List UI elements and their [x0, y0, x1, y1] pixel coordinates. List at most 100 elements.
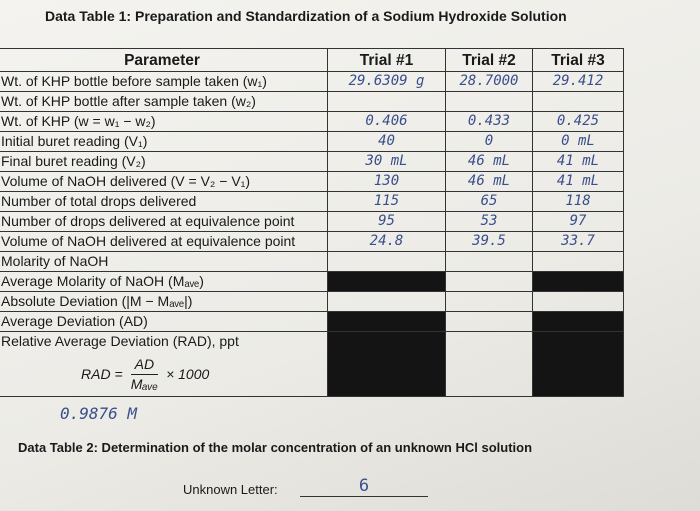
table-row: Number of drops delivered at equivalence…: [0, 211, 624, 232]
value-cell: [532, 91, 624, 112]
table-row: Initial buret reading (V₁) 40 0 0 mL: [0, 131, 624, 152]
table-row: Volume of NaOH delivered at equivalence …: [0, 231, 624, 252]
value-cell: [532, 251, 624, 272]
value-cell: 46 mL: [445, 151, 533, 172]
table-row: Average Molarity of NaOH (Mₐᵥₑ): [0, 271, 624, 292]
parameter-label: Number of total drops delivered: [1, 193, 197, 209]
parameter-label: Relative Average Deviation (RAD), ppt: [1, 333, 239, 349]
table-title: Data Table 2: Determination of the molar…: [18, 440, 533, 455]
parameter-cell: Wt. of KHP bottle after sample taken (w₂…: [0, 91, 328, 112]
value-cell: 41 mL: [532, 151, 624, 172]
value-cell: 0.425: [532, 111, 624, 132]
parameter-label: Absolute Deviation (|M − Mₐᵥₑ|): [1, 293, 193, 309]
shaded-cell: [532, 331, 624, 397]
value-cell: [327, 251, 446, 272]
value-cell: 95: [327, 211, 446, 232]
parameter-label: Initial buret reading (V₁): [1, 133, 148, 149]
table-row: Molarity of NaOH: [0, 251, 624, 272]
parameter-cell: Wt. of KHP bottle before sample taken (w…: [0, 71, 328, 92]
value-cell: [445, 251, 533, 272]
value-cell: 41 mL: [532, 171, 624, 192]
formula-denominator: Mₐᵥₑ: [130, 376, 158, 392]
value-cell: [327, 91, 446, 112]
data-table: Parameter Trial #1 Trial #2 Trial #3 Wt. of …: [0, 48, 624, 397]
header-row: Parameter Trial #1 Trial #2 Trial #3: [0, 48, 624, 72]
table-row: Volume of NaOH delivered (V = V₂ − V₁) 13…: [0, 171, 624, 192]
value-cell: [445, 291, 533, 312]
column-header: Parameter: [0, 48, 328, 72]
parameter-cell: Wt. of KHP (w = w₁ − w₂): [0, 111, 328, 132]
value-cell: [445, 91, 533, 112]
value-cell: 0.406: [327, 111, 446, 132]
parameter-label: Average Deviation (AD): [1, 313, 148, 329]
shaded-cell: [327, 331, 446, 397]
value-cell: [445, 311, 533, 332]
value-cell: 118: [532, 191, 624, 212]
field-label: Unknown Letter:: [183, 482, 278, 497]
value-cell: 0: [445, 131, 533, 152]
parameter-cell: Relative Average Deviation (RAD), ppt RAD…: [0, 331, 328, 397]
value-cell: 30 mL: [327, 151, 446, 172]
value-cell: 0 mL: [532, 131, 624, 152]
table-row: Wt. of KHP bottle after sample taken (w₂…: [0, 91, 624, 112]
table-row: Number of total drops delivered 115 65 118: [0, 191, 624, 212]
formula-lhs: RAD =: [81, 366, 123, 382]
value-cell: [445, 331, 533, 397]
parameter-cell: Volume of NaOH delivered at equivalence …: [0, 231, 328, 252]
parameter-cell: Number of total drops delivered: [0, 191, 328, 212]
parameter-label: Volume of NaOH delivered at equivalence …: [1, 233, 296, 249]
column-header: Trial #2: [445, 48, 533, 72]
value-cell: 46 mL: [445, 171, 533, 192]
table-title: Data Table 1: Preparation and Standardiz…: [45, 8, 567, 24]
value-cell: 28.7000: [445, 71, 533, 92]
shaded-cell: [327, 311, 446, 332]
table-row: Absolute Deviation (|M − Mₐᵥₑ|): [0, 291, 624, 312]
formula: RAD = AD Mₐᵥₑ × 1000: [81, 355, 327, 394]
parameter-label: Number of drops delivered at equivalence…: [1, 213, 295, 229]
shaded-cell: [532, 311, 624, 332]
parameter-cell: Average Deviation (AD): [0, 311, 328, 332]
parameter-label: Volume of NaOH delivered (V = V₂ − V₁): [1, 173, 251, 189]
table-row: Average Deviation (AD): [0, 311, 624, 332]
value-cell: 0.433: [445, 111, 533, 132]
column-header: Trial #1: [327, 48, 446, 72]
parameter-cell: Initial buret reading (V₁): [0, 131, 328, 152]
parameter-label: Wt. of KHP bottle before sample taken (w…: [1, 73, 267, 89]
value-cell: [532, 291, 624, 312]
table-row: Wt. of KHP (w = w₁ − w₂) 0.406 0.433 0.425: [0, 111, 624, 132]
parameter-label: Wt. of KHP bottle after sample taken (w₂…: [1, 93, 256, 109]
value-cell: [445, 271, 533, 292]
value-cell: 29.412: [532, 71, 624, 92]
value-cell: 130: [327, 171, 446, 192]
field-value: 6: [300, 476, 428, 497]
parameter-label: Final buret reading (V₂): [1, 153, 146, 169]
value-cell: 29.6309 g: [327, 71, 446, 92]
value-cell: 53: [445, 211, 533, 232]
value-cell: 40: [327, 131, 446, 152]
parameter-cell: Volume of NaOH delivered (V = V₂ − V₁): [0, 171, 328, 192]
value-cell: 65: [445, 191, 533, 212]
parameter-label: Wt. of KHP (w = w₁ − w₂): [1, 113, 156, 129]
parameter-cell: Molarity of NaOH: [0, 251, 328, 272]
value-cell: [327, 291, 446, 312]
column-header: Trial #3: [532, 48, 624, 72]
parameter-label: Molarity of NaOH: [1, 253, 109, 269]
shaded-cell: [327, 271, 446, 292]
value-cell: 33.7: [532, 231, 624, 252]
value-cell: 97: [532, 211, 624, 232]
table-row: Wt. of KHP bottle before sample taken (w…: [0, 71, 624, 92]
table-row: Final buret reading (V₂) 30 mL 46 mL 41 mL: [0, 151, 624, 172]
table-row: Relative Average Deviation (RAD), ppt RAD…: [0, 331, 624, 397]
value-cell: 115: [327, 191, 446, 212]
parameter-cell: Absolute Deviation (|M − Mₐᵥₑ|): [0, 291, 328, 312]
parameter-cell: Average Molarity of NaOH (Mₐᵥₑ): [0, 271, 328, 292]
parameter-cell: Final buret reading (V₂): [0, 151, 328, 172]
parameter-cell: Number of drops delivered at equivalence…: [0, 211, 328, 232]
parameter-label: Average Molarity of NaOH (Mₐᵥₑ): [1, 273, 204, 289]
value-cell: 24.8: [327, 231, 446, 252]
shaded-cell: [532, 271, 624, 292]
formula-numerator: AD: [130, 355, 159, 375]
formula-fraction: AD Mₐᵥₑ: [130, 355, 159, 394]
